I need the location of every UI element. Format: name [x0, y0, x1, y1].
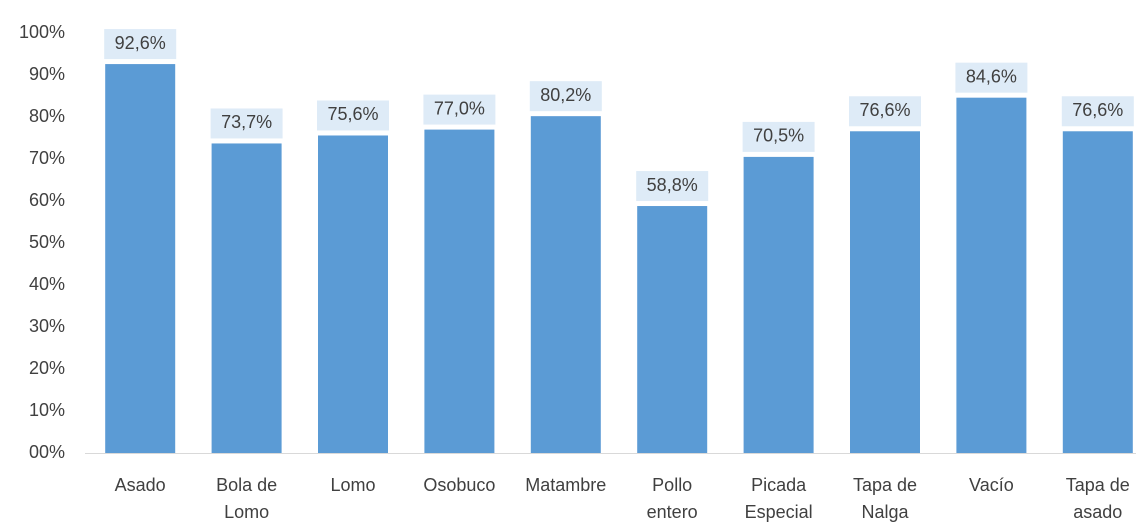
data-label-bg: [210, 108, 283, 139]
bar: [1062, 131, 1133, 453]
bar: [424, 129, 495, 453]
y-tick-label: 50%: [29, 232, 65, 252]
x-tick-label: Lomo: [330, 475, 376, 495]
data-label: 84,6%: [966, 66, 1017, 86]
data-label: 76,6%: [859, 100, 910, 120]
data-label: 73,7%: [221, 112, 272, 132]
x-tick-label: Tapa de Nalga: [852, 475, 918, 522]
x-tick-label: Picada Especial: [744, 475, 813, 522]
y-tick-label: 90%: [29, 64, 65, 84]
data-label-bg: [742, 121, 815, 152]
data-label-bg: [1061, 96, 1134, 127]
x-tick-label: Bola de Lomo: [216, 475, 278, 522]
data-label: 92,6%: [115, 33, 166, 53]
x-tick-label: Matambre: [525, 475, 607, 495]
bar: [211, 143, 282, 453]
data-label-bg: [955, 62, 1028, 93]
data-label: 58,8%: [647, 175, 698, 195]
bar: [318, 135, 388, 454]
data-label-bg: [423, 94, 496, 125]
y-tick-label: 30%: [29, 316, 65, 336]
bar: [530, 116, 601, 453]
y-tick-label: 20%: [29, 358, 65, 378]
data-label: 75,6%: [327, 104, 378, 124]
data-label: 70,5%: [753, 126, 804, 146]
data-label: 77,0%: [434, 98, 485, 118]
data-label-bg: [636, 171, 709, 202]
data-label: 76,6%: [1072, 100, 1123, 120]
data-label: 80,2%: [540, 85, 591, 105]
y-tick-label: 80%: [29, 106, 65, 126]
x-tick-label: Asado: [114, 475, 166, 495]
x-tick-label: Tapa de asado: [1065, 475, 1130, 522]
y-tick-label: 10%: [29, 400, 65, 420]
x-tick-label: Osobuco: [423, 475, 496, 495]
bar: [637, 206, 708, 453]
data-label-bg: [104, 29, 177, 60]
y-tick-label: 40%: [29, 274, 65, 294]
y-tick-label: 70%: [29, 148, 65, 168]
x-tick-label: Pollo entero: [646, 475, 698, 522]
y-tick-label: 00%: [29, 442, 65, 462]
bar: [743, 156, 814, 453]
bar: [956, 97, 1027, 454]
data-label-bg: [317, 100, 389, 131]
data-label-bg: [849, 96, 921, 127]
bar: [105, 64, 176, 453]
bar: [850, 131, 920, 453]
x-tick-label: Vacío: [969, 475, 1014, 495]
y-tick-label: 100%: [19, 22, 65, 42]
data-label-bg: [529, 81, 602, 112]
y-tick-label: 60%: [29, 190, 65, 210]
